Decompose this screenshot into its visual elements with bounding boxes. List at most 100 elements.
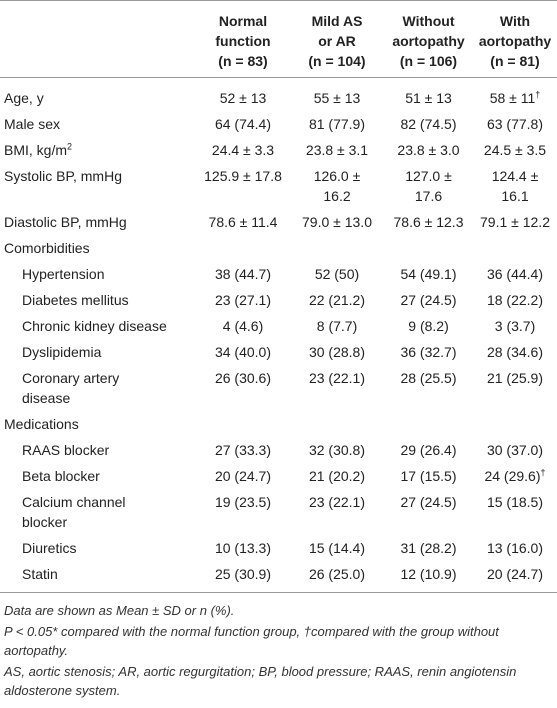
table-row: Dyslipidemia 34 (40.0) 30 (28.8) 36 (32.7) 2… (0, 339, 557, 365)
row-label: Male sex (4, 116, 61, 132)
cell: 20 (24.7) (486, 566, 544, 582)
cell: 24 (29.6)† (473, 463, 557, 489)
cell-line: blocker (22, 514, 68, 530)
cell: 127.0 ± 17.6 (384, 163, 473, 209)
cell: 63 (77.8) (486, 116, 544, 132)
cell: 27 (33.3) (214, 442, 272, 458)
cell-line: (n = 104) (308, 53, 366, 69)
table-row: Chronic kidney disease 4 (4.6) 8 (7.7) 9 (8… (0, 313, 557, 339)
column-header: With aortopathy (n = 81) (473, 0, 557, 78)
cell-line: 17.6 (414, 188, 443, 204)
row-label: Statin (22, 566, 58, 582)
row-label: Diuretics (22, 540, 77, 556)
table-row: Systolic BP, mmHg 125.9 ± 17.8 126.0 ± 16.2… (0, 163, 557, 209)
cell: 29 (26.4) (400, 442, 457, 458)
cell: 54 (49.1) (400, 266, 457, 282)
cell: 124.4 ± 16.1 (473, 163, 557, 209)
table-row: Diastolic BP, mmHg 78.6 ± 11.4 79.0 ± 13.0… (0, 209, 557, 235)
cell: 27 (24.5) (400, 494, 457, 510)
cell: 23 (22.1) (308, 370, 366, 386)
table-row: Coronary artery disease 26 (30.6) 23 (22.1)… (0, 365, 557, 411)
cell: 28 (25.5) (400, 370, 457, 386)
cell: 24.5 ± 3.5 (483, 142, 547, 158)
cell-line: (n = 106) (399, 53, 458, 69)
cell: 82 (74.5) (400, 116, 457, 132)
header-row: Normal function (n = 83) Mild AS or AR (n = 1… (0, 0, 557, 78)
cell-line: function (215, 33, 271, 49)
column-header: Normal function (n = 83) (196, 0, 290, 78)
cell: 18 (22.2) (486, 292, 544, 308)
table-row: RAAS blocker 27 (33.3) 32 (30.8) 29 (26.4) 3… (0, 437, 557, 463)
cell: 32 (30.8) (308, 442, 366, 458)
cell: 9 (8.2) (408, 318, 449, 334)
section-label: Comorbidities (4, 240, 90, 256)
cell: 25 (30.9) (214, 566, 272, 582)
cell: 125.9 ± 17.8 (204, 168, 282, 184)
table-row: Diuretics 10 (13.3) 15 (14.4) 31 (28.2) 13 (… (0, 535, 557, 561)
cell-line: Coronary artery (22, 370, 120, 386)
table-row: Statin 25 (30.9) 26 (25.0) 12 (10.9) 20 (24.… (0, 561, 557, 593)
table-row: Calcium channel blocker 19 (23.5) 23 (22.1)… (0, 489, 557, 535)
row-label: Coronary artery disease (0, 365, 196, 411)
cell: 24.4 ± 3.3 (211, 142, 275, 158)
cell: 10 (13.3) (214, 540, 272, 556)
cell: 55 ± 13 (313, 90, 361, 106)
table-row: BMI, kg/m2 24.4 ± 3.3 23.8 ± 3.1 23.8 ± 3.0… (0, 137, 557, 163)
cell: 22 (21.2) (308, 292, 366, 308)
cell-line: aortopathy (392, 33, 465, 49)
row-label: Calcium channel blocker (0, 489, 196, 535)
table-body: Age, y 52 ± 13 55 ± 13 51 ± 13 58 ± 11† Male … (0, 78, 557, 593)
footnote: Data are shown as Mean ± SD or n (%). (4, 603, 235, 618)
cell: 23 (27.1) (214, 292, 272, 308)
cell: 21 (20.2) (308, 468, 366, 484)
table-row: Diabetes mellitus 23 (27.1) 22 (21.2) 27 (2… (0, 287, 557, 313)
table-row: Age, y 52 ± 13 55 ± 13 51 ± 13 58 ± 11† (0, 78, 557, 112)
cell: 17 (15.5) (400, 468, 457, 484)
cell: 34 (40.0) (214, 344, 272, 360)
table-row: Hypertension 38 (44.7) 52 (50) 54 (49.1) 36 … (0, 261, 557, 287)
cell: 126.0 ± 16.2 (290, 163, 384, 209)
cell: 4 (4.6) (222, 318, 264, 334)
cell-text: 58 ± 11 (489, 90, 536, 106)
cell-line: 16.2 (323, 188, 351, 204)
footnote: AS, aortic stenosis; AR, aortic regurgit… (4, 664, 517, 698)
cell-text: BMI, kg/m (4, 142, 68, 158)
cell: 36 (44.4) (486, 266, 544, 282)
superscript: 2 (67, 141, 73, 152)
cell-line: disease (22, 390, 71, 406)
cell-line: Calcium channel (22, 494, 126, 510)
cell-line: 124.4 ± (491, 168, 539, 184)
row-label: Beta blocker (22, 468, 100, 484)
cell: 26 (30.6) (214, 370, 272, 386)
superscript: † (535, 89, 541, 100)
cell: 15 (18.5) (486, 494, 544, 510)
section-row: Comorbidities (0, 235, 557, 261)
cell: 31 (28.2) (400, 540, 457, 556)
cell: 52 (50) (314, 266, 360, 282)
row-label: Diastolic BP, mmHg (4, 214, 127, 230)
cell: 26 (25.0) (308, 566, 366, 582)
column-header: Without aortopathy (n = 106) (384, 0, 473, 78)
cell: 21 (25.9) (486, 370, 544, 386)
row-label: Chronic kidney disease (22, 318, 167, 334)
cell-line: 127.0 ± (405, 168, 452, 184)
cell: 58 ± 11† (473, 78, 557, 112)
cell: 8 (7.7) (316, 318, 358, 334)
cell-line: or AR (318, 33, 356, 49)
cell: 28 (34.6) (486, 344, 544, 360)
cell: 27 (24.5) (400, 292, 457, 308)
cell-line: 16.1 (501, 188, 529, 204)
row-label: Age, y (4, 90, 44, 106)
footnotes: Data are shown as Mean ± SD or n (%). P <… (0, 593, 557, 700)
cell: 23.8 ± 3.1 (305, 142, 369, 158)
data-table: Normal function (n = 83) Mild AS or AR (n = 1… (0, 0, 557, 593)
column-header: Mild AS or AR (n = 104) (290, 0, 384, 78)
cell: 52 ± 13 (219, 90, 267, 106)
cell-line: 126.0 ± (313, 168, 361, 184)
cell-line: Without (402, 13, 455, 29)
header-corner (0, 0, 196, 78)
row-label: RAAS blocker (22, 442, 110, 458)
cell-line: With (499, 13, 531, 29)
cell: 30 (37.0) (486, 442, 544, 458)
section-label: Medications (4, 416, 79, 432)
